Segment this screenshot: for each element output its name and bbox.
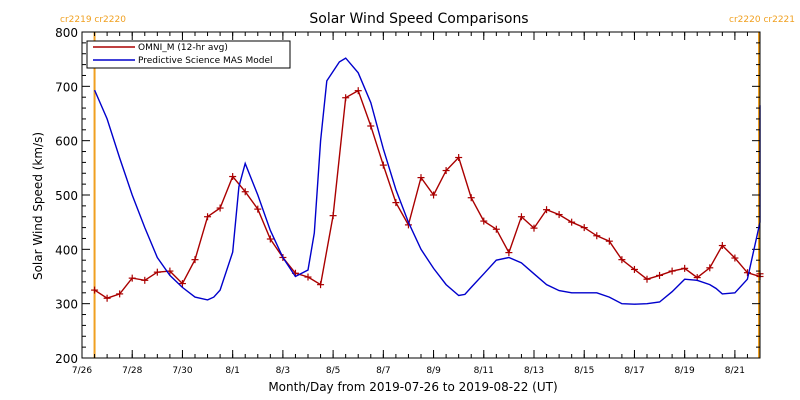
x-tick-label: 8/13 [524, 366, 544, 376]
omni-data-point [492, 225, 500, 233]
x-tick-label: 8/9 [426, 366, 441, 376]
y-tick-label: 600 [55, 135, 78, 149]
y-tick-label: 300 [55, 298, 78, 312]
omni-data-point [153, 268, 161, 276]
omni-data-point [455, 154, 463, 162]
x-tick-label: 8/5 [326, 366, 340, 376]
omni-data-point [731, 254, 739, 262]
omni-data-point [543, 206, 551, 214]
omni-data-point [254, 205, 262, 213]
y-tick-label: 700 [55, 80, 78, 94]
y-tick-label: 200 [55, 352, 78, 366]
omni-data-point [128, 274, 136, 282]
omni-data-point [743, 269, 751, 277]
x-tick-label: 7/30 [172, 366, 192, 376]
legend: OMNI_M (12-hr avg) Predictive Science MA… [86, 40, 291, 69]
omni-data-point [442, 167, 450, 175]
omni-data-point [430, 191, 438, 199]
omni-data-point [530, 224, 538, 232]
mas-series-line [93, 57, 761, 305]
omni-data-point [204, 213, 212, 221]
legend-box [86, 40, 291, 69]
omni-data-point [266, 235, 274, 243]
x-tick-label: 8/11 [474, 366, 494, 376]
legend-label-mas: Predictive Science MAS Model [138, 56, 273, 66]
y-tick-label: 800 [55, 26, 78, 40]
x-tick-label: 8/19 [675, 366, 695, 376]
y-tick-label: 400 [55, 243, 78, 257]
plot-frame [81, 31, 761, 359]
x-tick-label: 8/7 [376, 366, 390, 376]
x-tick-label: 7/28 [122, 366, 142, 376]
omni-series-line [94, 89, 761, 299]
omni-data-point [568, 218, 576, 226]
omni-data-point [718, 242, 726, 250]
omni-data-point [141, 276, 149, 284]
omni-data-point [241, 188, 249, 196]
omni-data-point [580, 224, 588, 232]
omni-data-point [329, 212, 337, 220]
omni-data-point [317, 281, 325, 289]
omni-data-point [417, 174, 425, 182]
omni-data-point [706, 264, 714, 272]
x-tick-label: 8/21 [725, 366, 745, 376]
x-tick-label: 8/17 [624, 366, 644, 376]
omni-data-point [593, 232, 601, 240]
series-layer [91, 57, 764, 305]
omni-data-point [367, 122, 375, 130]
omni-data-point [656, 271, 664, 279]
omni-data-point [342, 94, 350, 102]
omni-data-point [505, 249, 513, 257]
omni-data-point [178, 280, 186, 288]
y-axis: 200 300 400 500 600 700 800 [55, 26, 760, 366]
x-tick-label: 7/26 [72, 366, 92, 376]
x-tick-label: 8/15 [574, 366, 594, 376]
omni-data-point [103, 294, 111, 302]
omni-data-point [517, 213, 525, 221]
y-tick-label: 500 [55, 189, 78, 203]
omni-data-point [354, 87, 362, 95]
omni-data-point [630, 265, 638, 273]
omni-data-point [379, 161, 387, 169]
chart-title: Solar Wind Speed Comparisons [309, 11, 528, 27]
omni-data-point [191, 256, 199, 264]
omni-data-point [668, 267, 676, 275]
omni-data-point [605, 237, 613, 245]
omni-data-point [467, 194, 475, 202]
omni-data-point [681, 264, 689, 272]
omni-data-point [304, 273, 312, 281]
omni-data-point [643, 275, 651, 283]
x-tick-label: 8/3 [276, 366, 290, 376]
carrington-marker-label: cr2219 cr2220 [60, 15, 126, 25]
omni-data-point [480, 217, 488, 225]
omni-data-point [392, 199, 400, 207]
omni-data-point [555, 211, 563, 219]
legend-label-omni: OMNI_M (12-hr avg) [138, 43, 228, 53]
x-axis: 7/26 7/28 7/30 8/1 8/3 8/5 8/7 8/9 8/11 8/13 8/15 8… [72, 32, 761, 376]
y-axis-label: Solar Wind Speed (km/s) [31, 132, 45, 280]
omni-data-point [116, 290, 124, 298]
x-tick-label: 8/1 [225, 366, 239, 376]
omni-data-point [618, 256, 626, 264]
omni-data-point [91, 286, 99, 294]
carrington-marker-label: cr2220 cr2221 [729, 15, 795, 25]
x-axis-label: Month/Day from 2019-07-26 to 2019-08-22 … [268, 380, 557, 394]
omni-data-point [216, 204, 224, 212]
omni-data-point [229, 173, 237, 181]
